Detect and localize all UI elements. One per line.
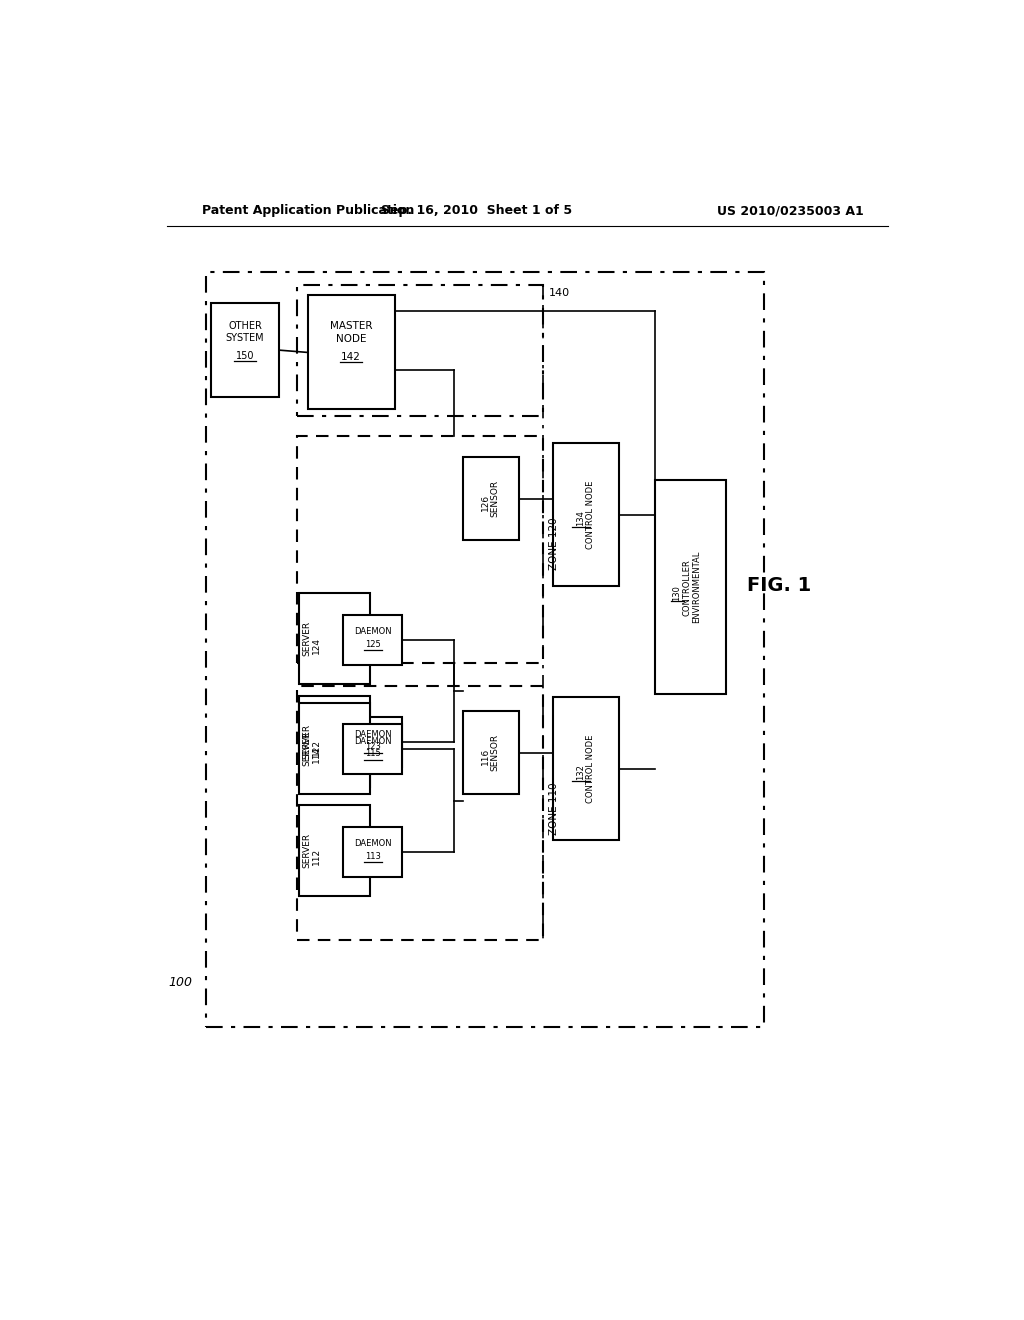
Text: 116: 116 [481, 748, 489, 766]
Bar [553, 444, 618, 586]
Bar [308, 296, 394, 409]
Bar [343, 826, 402, 876]
Text: 140: 140 [549, 288, 570, 298]
Bar [343, 725, 402, 775]
Bar [206, 272, 764, 1027]
Text: CONTROL NODE: CONTROL NODE [586, 480, 595, 549]
Bar [299, 696, 370, 787]
Text: 100: 100 [169, 975, 193, 989]
Text: Patent Application Publication: Patent Application Publication [202, 205, 414, 218]
Bar [299, 702, 370, 793]
Text: 125: 125 [365, 640, 381, 648]
Text: 130: 130 [672, 586, 681, 602]
Text: 122: 122 [312, 739, 321, 756]
Bar [297, 285, 544, 416]
Text: CONTROL NODE: CONTROL NODE [586, 734, 595, 803]
Text: CONTROLLER: CONTROLLER [682, 558, 691, 615]
Text: FIG. 1: FIG. 1 [746, 577, 811, 595]
Bar [553, 697, 618, 840]
Text: 142: 142 [341, 352, 361, 362]
Text: 132: 132 [575, 764, 585, 780]
Text: DAEMON: DAEMON [354, 737, 392, 746]
Text: SERVER: SERVER [302, 731, 311, 766]
Bar [297, 436, 544, 663]
Bar [655, 480, 726, 694]
Text: 150: 150 [236, 351, 254, 360]
Text: 124: 124 [312, 636, 321, 653]
Bar [299, 594, 370, 684]
Text: ZONE 120: ZONE 120 [549, 517, 559, 570]
Bar [463, 711, 518, 795]
Bar [299, 805, 370, 896]
Bar [343, 718, 402, 767]
Text: ENVIRONMENTAL: ENVIRONMENTAL [692, 552, 701, 623]
Text: DAEMON: DAEMON [354, 627, 392, 636]
Bar [211, 304, 280, 397]
Bar [343, 615, 402, 665]
Bar [463, 457, 518, 540]
Text: DAEMON: DAEMON [354, 730, 392, 739]
Text: SENSOR: SENSOR [490, 734, 499, 771]
Text: MASTER: MASTER [330, 321, 373, 331]
Text: OTHER: OTHER [228, 321, 262, 331]
Text: ZONE 110: ZONE 110 [549, 783, 559, 836]
Text: 134: 134 [575, 511, 585, 527]
Text: US 2010/0235003 A1: US 2010/0235003 A1 [717, 205, 864, 218]
Text: 115: 115 [365, 750, 381, 758]
Text: Sep. 16, 2010  Sheet 1 of 5: Sep. 16, 2010 Sheet 1 of 5 [381, 205, 572, 218]
Text: 113: 113 [365, 851, 381, 861]
Text: DAEMON: DAEMON [354, 840, 392, 849]
Text: 112: 112 [312, 849, 321, 866]
Text: 114: 114 [312, 746, 321, 763]
Text: SERVER: SERVER [302, 622, 311, 656]
Text: 126: 126 [481, 494, 489, 511]
Bar [297, 686, 544, 940]
Text: SERVER: SERVER [302, 833, 311, 869]
Text: SYSTEM: SYSTEM [225, 333, 264, 343]
Text: NODE: NODE [336, 334, 367, 345]
Text: SENSOR: SENSOR [490, 480, 499, 517]
Text: 123: 123 [365, 742, 381, 751]
Text: SERVER: SERVER [302, 723, 311, 759]
